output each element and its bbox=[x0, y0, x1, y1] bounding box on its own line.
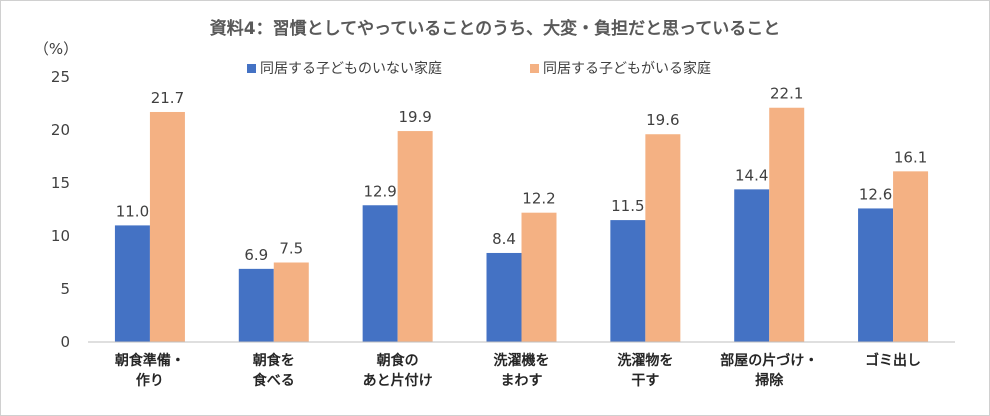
y-tick-label: 15 bbox=[51, 174, 70, 192]
category-label: 食べる bbox=[253, 372, 295, 389]
y-tick-label: 25 bbox=[51, 68, 70, 86]
category-label: 朝食準備・ bbox=[115, 352, 185, 369]
bar bbox=[114, 225, 150, 342]
bar bbox=[734, 189, 770, 342]
data-label: 16.1 bbox=[894, 148, 927, 166]
y-tick-label: 5 bbox=[60, 280, 70, 298]
bars: 11.0 21.7 6.9 7.5 12.9 19.9 8.4 12.2 11.5 19.6 14.… bbox=[114, 85, 929, 343]
bar bbox=[397, 131, 433, 342]
chart-title: 資料4：習慣としてやっていることのうち、大変・負担だと思っていること bbox=[210, 18, 780, 39]
data-label: 7.5 bbox=[279, 240, 303, 258]
data-label: 21.7 bbox=[151, 89, 184, 107]
bar bbox=[238, 268, 274, 342]
bar bbox=[521, 212, 557, 342]
legend-label: 同居する子どものいない家庭 bbox=[260, 60, 442, 77]
data-label: 11.5 bbox=[611, 197, 644, 215]
bar bbox=[610, 220, 646, 342]
data-label: 8.4 bbox=[492, 230, 516, 248]
bar bbox=[149, 111, 185, 342]
category-label: まわす bbox=[501, 373, 543, 389]
data-label: 22.1 bbox=[770, 85, 803, 103]
category-label: 朝食を bbox=[253, 352, 295, 369]
data-label: 12.6 bbox=[859, 185, 892, 203]
bar bbox=[486, 252, 522, 342]
data-label: 19.9 bbox=[398, 108, 431, 126]
legend-swatch bbox=[247, 64, 256, 73]
y-tick-label: 20 bbox=[51, 121, 70, 139]
category-label: 朝食の bbox=[377, 352, 419, 369]
bar bbox=[893, 171, 929, 342]
category-label: 干す bbox=[631, 373, 659, 389]
bar bbox=[858, 208, 894, 342]
category-label: 掃除 bbox=[755, 372, 784, 389]
bar bbox=[273, 262, 309, 342]
category-label: ゴミ出し bbox=[865, 352, 921, 369]
bar bbox=[362, 205, 398, 342]
data-label: 14.4 bbox=[735, 166, 768, 184]
bar bbox=[769, 107, 805, 343]
y-axis: 0 5 10 15 20 25 bbox=[51, 68, 70, 351]
legend-label: 同居する子どもがいる家庭 bbox=[543, 60, 711, 77]
y-tick-label: 0 bbox=[60, 333, 70, 351]
y-tick-label: 10 bbox=[51, 227, 70, 245]
data-label: 11.0 bbox=[116, 202, 149, 220]
category-label: 洗濯機を bbox=[494, 352, 550, 369]
category-label: 部屋の片づけ・ bbox=[720, 352, 818, 369]
category-label: 洗濯物を bbox=[617, 352, 673, 369]
category-label: あと片付け bbox=[363, 372, 433, 389]
legend-swatch bbox=[530, 64, 539, 73]
data-label: 6.9 bbox=[244, 246, 268, 264]
data-label: 12.2 bbox=[522, 190, 555, 208]
y-axis-unit: （%） bbox=[34, 40, 78, 58]
data-label: 19.6 bbox=[646, 111, 679, 129]
category-label: 作り bbox=[136, 372, 164, 389]
bar bbox=[645, 134, 681, 342]
data-label: 12.9 bbox=[363, 182, 396, 200]
legend: 同居する子どものいない家庭 同居する子どもがいる家庭 bbox=[247, 60, 711, 77]
